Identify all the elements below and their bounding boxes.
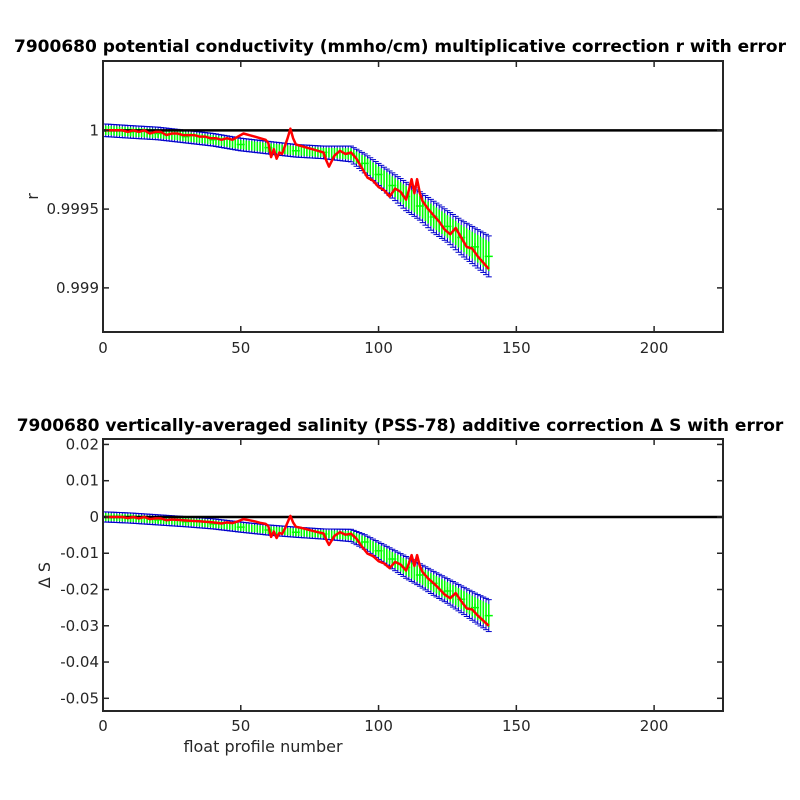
y-tick-label: 0.999: [56, 279, 99, 297]
y-tick-label: 0.9995: [47, 200, 100, 218]
chart-2-series-line: [105, 514, 490, 627]
model-point: [374, 170, 383, 179]
model-point: [443, 222, 452, 231]
model-point: [236, 140, 245, 149]
y-tick-label: -0.05: [60, 689, 99, 707]
x-tick-label: 100: [364, 717, 393, 735]
model-point: [415, 201, 424, 210]
model-point: [471, 242, 479, 251]
x-tick-label: 0: [98, 339, 108, 357]
y-tick-label: 0.01: [66, 472, 99, 490]
model-point: [388, 555, 397, 564]
chart-2-plot-area: [103, 511, 723, 633]
model-point: [360, 159, 369, 168]
x-tick-label: 200: [640, 717, 669, 735]
chart-2-title: 7900680 vertically-averaged salinity (PS…: [17, 416, 784, 436]
model-point: [484, 611, 493, 620]
chart-2: 7900680 vertically-averaged salinity (PS…: [17, 416, 784, 756]
x-tick-label: 200: [640, 339, 669, 357]
chart-1-axes-box: [102, 60, 724, 333]
x-tick-label: 50: [231, 717, 250, 735]
x-tick-label: 100: [364, 339, 393, 357]
chart-1-title: 7900680 potential conductivity (mmho/cm)…: [14, 37, 787, 57]
model-point: [291, 528, 300, 537]
x-tick-label: 150: [502, 339, 531, 357]
y-tick-label: -0.03: [60, 617, 99, 635]
y-tick-label: 1: [89, 121, 99, 139]
model-point: [236, 523, 245, 532]
model-point: [471, 603, 479, 612]
chart-2-error-bars: [103, 511, 492, 633]
model-point: [388, 181, 397, 190]
y-tick-label: 0.02: [66, 435, 99, 453]
x-tick-label: 0: [98, 717, 108, 735]
chart-2-model-markers: [103, 512, 493, 628]
chart-1-plot-area: [103, 123, 723, 278]
chart-1-y-axis-label: r: [23, 193, 42, 200]
chart-1: 7900680 potential conductivity (mmho/cm)…: [14, 37, 787, 357]
chart-2-axes-box: [102, 438, 724, 712]
model-point: [291, 146, 300, 155]
y-tick-label: -0.04: [60, 653, 99, 671]
x-tick-label: 50: [231, 339, 250, 357]
chart-1-series-line: [105, 127, 490, 270]
y-tick-label: 0: [89, 508, 99, 526]
chart-2-y-axis-label: Δ S: [35, 562, 54, 588]
x-tick-label: 150: [502, 717, 531, 735]
model-point: [374, 546, 383, 555]
model-point: [360, 537, 369, 546]
chart-1-model-markers: [103, 125, 493, 272]
chart-2-x-axis-label: float profile number: [183, 737, 343, 756]
model-point: [484, 252, 493, 261]
model-point: [443, 586, 452, 595]
chart-1-error-bars: [103, 123, 492, 278]
model-point: [415, 571, 424, 579]
y-tick-label: -0.01: [60, 544, 99, 562]
y-tick-label: -0.02: [60, 581, 99, 599]
